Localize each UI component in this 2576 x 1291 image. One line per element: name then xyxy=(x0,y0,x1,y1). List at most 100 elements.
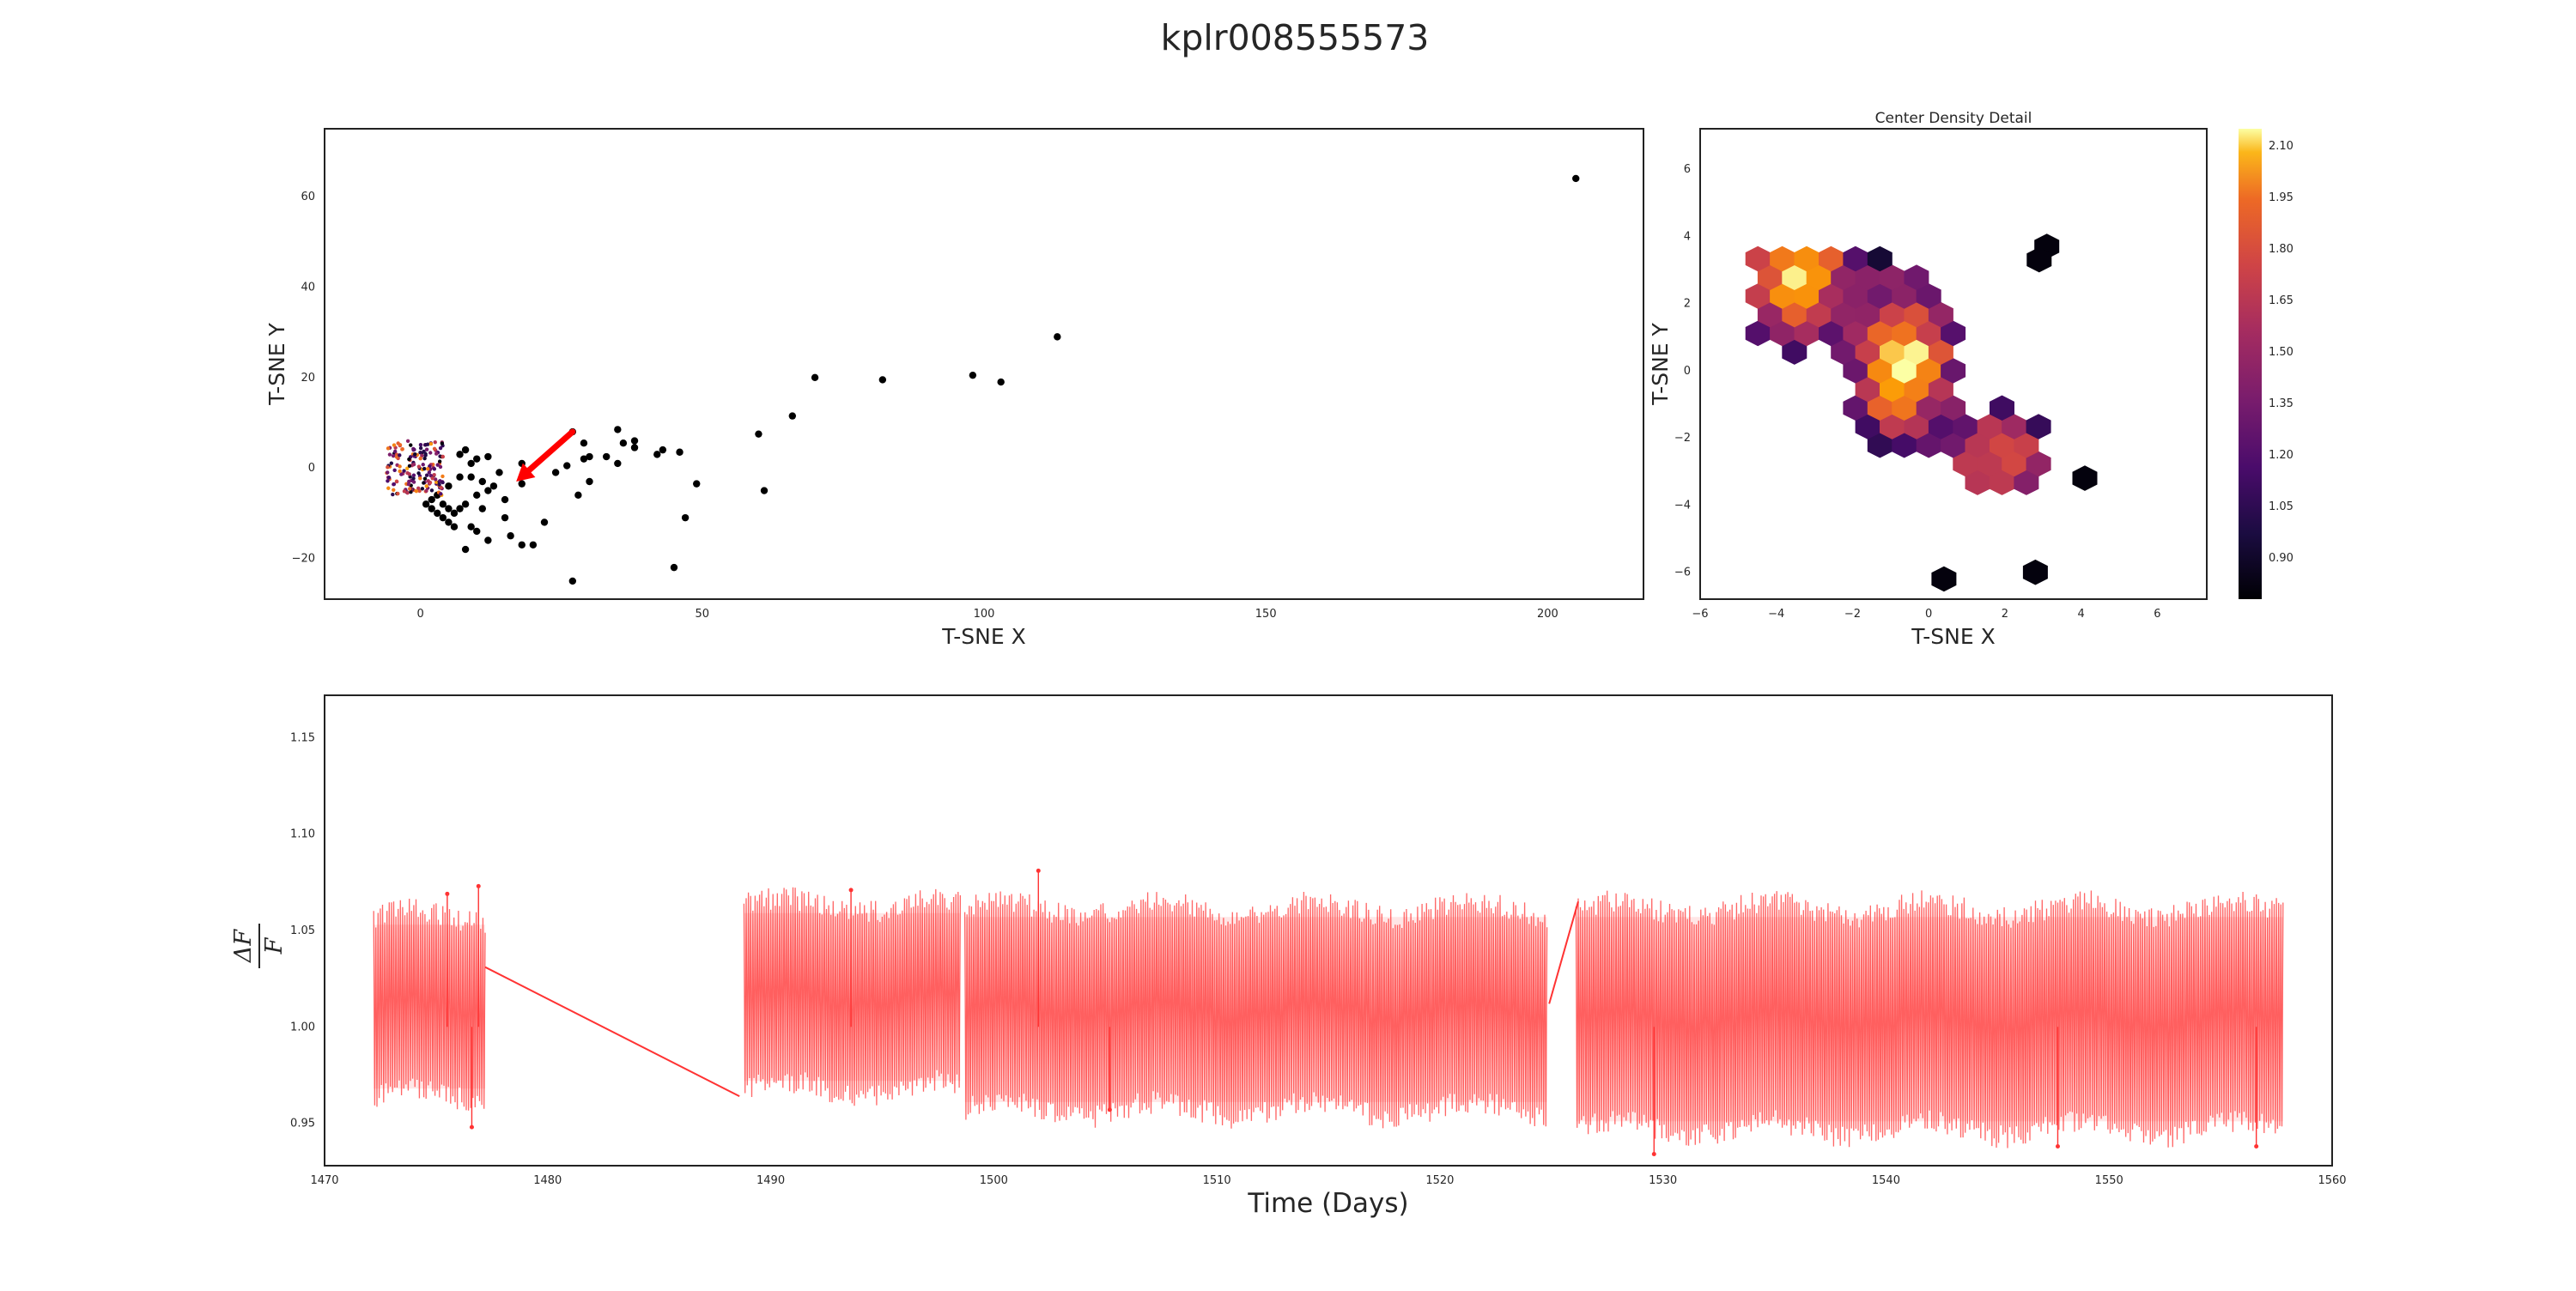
scatter-point xyxy=(586,452,593,461)
scatter-point xyxy=(507,532,514,540)
cluster-point xyxy=(411,448,416,452)
scatter-point xyxy=(456,505,464,512)
y-tick-label: 4 xyxy=(1684,230,1691,243)
cluster-point xyxy=(416,464,422,469)
y-tick-label: 0 xyxy=(1684,365,1691,378)
cluster-point xyxy=(429,488,434,493)
y-tick-label: 1.00 xyxy=(290,1021,315,1033)
density-hexbin xyxy=(1843,283,1868,309)
tsne-overview-ticks: 0 50 100 150 200 −20 0 20 40 60 xyxy=(292,191,1558,621)
figure-title: kplr008555573 xyxy=(1161,17,1430,58)
density-hexbin xyxy=(1880,339,1905,365)
density-hexbin xyxy=(1904,376,1929,403)
scatter-point xyxy=(501,513,509,522)
scatter-point xyxy=(461,500,470,508)
density-hexbin xyxy=(1745,320,1771,347)
cluster-point xyxy=(407,479,411,484)
density-hexbin xyxy=(1904,339,1929,365)
light-curve-plot-area xyxy=(373,868,2284,1157)
cluster-point xyxy=(423,453,428,458)
scatter-point xyxy=(586,477,593,486)
scatter-point xyxy=(969,371,977,379)
density-hexbin xyxy=(1867,245,1893,272)
density-hexbin xyxy=(1904,301,1929,328)
density-hexbin xyxy=(1880,301,1905,328)
y-tick-label: 1.10 xyxy=(290,828,315,841)
cluster-point xyxy=(386,446,391,451)
cluster-point xyxy=(433,439,437,445)
y-tick-label: 0.95 xyxy=(290,1118,315,1130)
cluster-point xyxy=(434,480,439,484)
scatter-point xyxy=(518,480,526,488)
scatter-point xyxy=(445,482,453,490)
density-hexbin xyxy=(1855,264,1880,290)
scatter-point xyxy=(614,426,622,433)
density-hexbin xyxy=(2014,433,2039,458)
scatter-point xyxy=(422,500,430,508)
x-tick-label: 50 xyxy=(696,608,710,621)
cluster-point xyxy=(428,451,433,455)
density-hexbin xyxy=(1794,245,1820,272)
center-density-title: Center Density Detail xyxy=(1875,110,2032,127)
scatter-point xyxy=(439,500,447,508)
density-hexbin xyxy=(1965,470,1990,495)
density-hexbin xyxy=(1843,320,1868,347)
cluster-point xyxy=(418,456,422,461)
scatter-point xyxy=(473,455,481,463)
scatter-point xyxy=(693,480,701,488)
density-hexbin xyxy=(1867,320,1893,347)
scatter-point xyxy=(456,473,464,481)
scatter-point xyxy=(439,513,447,522)
density-hexbin xyxy=(1855,414,1880,439)
density-hexbin xyxy=(2014,470,2039,495)
density-hexbin xyxy=(1867,395,1893,421)
scatter-point xyxy=(473,527,481,536)
cluster-point xyxy=(424,473,429,477)
tsne-overview-xlabel: T-SNE X xyxy=(941,624,1025,649)
density-hexbin xyxy=(1916,433,1941,458)
x-tick-label: 1520 xyxy=(1425,1174,1454,1187)
density-hexbin xyxy=(1867,433,1893,458)
density-hexbin xyxy=(1782,264,1807,290)
cluster-point xyxy=(432,473,436,477)
cluster-point xyxy=(414,488,419,494)
cluster-point xyxy=(416,486,421,491)
light-curve-point xyxy=(445,891,450,896)
cluster-point xyxy=(411,480,416,484)
scatter-point xyxy=(467,523,475,530)
density-hexbin xyxy=(1806,301,1832,328)
density-hexbin xyxy=(1880,264,1905,290)
cluster-point xyxy=(396,491,400,496)
x-tick-label: 1550 xyxy=(2095,1174,2123,1187)
scatter-point xyxy=(484,536,492,544)
cluster-point xyxy=(428,441,434,446)
scatter-point xyxy=(1572,174,1580,183)
density-hexbin xyxy=(2002,414,2027,439)
scatter-point xyxy=(997,378,1005,386)
density-hexbin xyxy=(1892,283,1917,309)
density-hexbin xyxy=(1928,339,1953,365)
density-hexbin xyxy=(1880,376,1905,403)
cluster-point xyxy=(387,452,392,457)
light-curve-series xyxy=(963,891,1548,1129)
density-hexbin xyxy=(1904,414,1929,439)
x-tick-label: 1560 xyxy=(2318,1174,2346,1187)
cluster-point xyxy=(440,480,445,485)
scatter-point xyxy=(461,445,470,454)
scatter-point xyxy=(878,376,887,384)
cluster-point xyxy=(438,464,443,470)
x-tick-label: 4 xyxy=(2077,608,2084,621)
scatter-point xyxy=(580,455,588,463)
center-density-xlabel: T-SNE X xyxy=(1911,624,1995,649)
scatter-point xyxy=(568,577,577,585)
y-tick-label: 20 xyxy=(301,372,315,385)
cluster-point xyxy=(394,455,399,459)
cluster-point xyxy=(386,486,391,490)
cluster-point xyxy=(405,466,410,470)
density-hexbin xyxy=(2026,451,2051,477)
cluster-point xyxy=(391,492,395,497)
center-density-ticks: −6 −4 −2 0 2 4 6 −6 −4 −2 0 2 4 6 xyxy=(1674,163,2161,621)
y-tick-label: 6 xyxy=(1684,163,1691,176)
